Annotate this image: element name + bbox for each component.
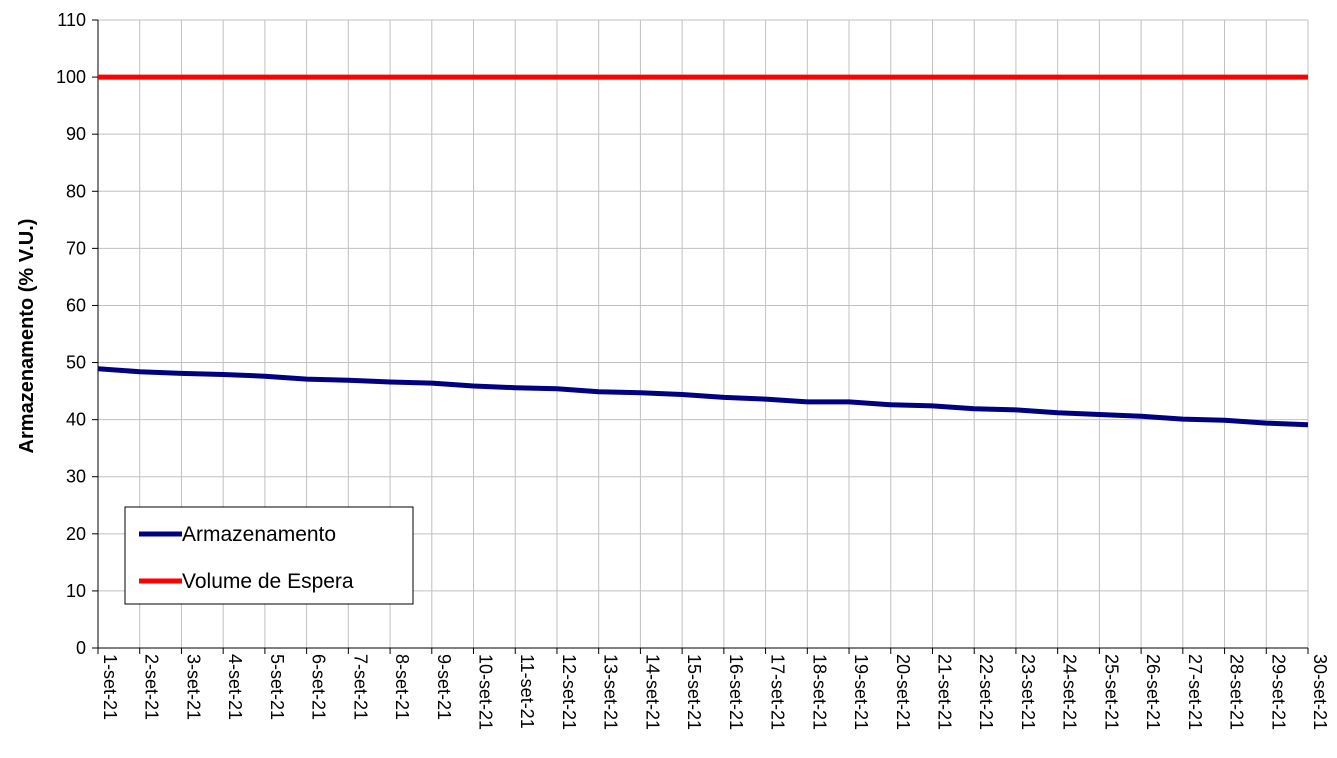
y-tick-label: 20: [66, 524, 86, 544]
legend-box: [124, 506, 414, 605]
x-tick-label: 20-set-21: [893, 654, 913, 730]
y-tick-label: 70: [66, 238, 86, 258]
legend-label-volume-de-espera: Volume de Espera: [182, 570, 354, 593]
x-tick-label: 10-set-21: [476, 654, 496, 730]
x-tick-label: 3-set-21: [183, 654, 203, 720]
x-tick-label: 1-set-21: [100, 654, 120, 720]
x-tick-label: 12-set-21: [559, 654, 579, 730]
series-lines: [97, 74, 1309, 428]
x-tick-label: 8-set-21: [392, 654, 412, 720]
x-tick-label: 11-set-21: [517, 654, 537, 729]
x-tick-label: 25-set-21: [1101, 654, 1121, 730]
x-tick-label: 7-set-21: [350, 654, 370, 720]
y-tick-label: 80: [66, 181, 86, 201]
x-tick-label: 23-set-21: [1018, 654, 1038, 730]
y-tick-label: 40: [66, 410, 86, 430]
series-line-armazenamento: [97, 366, 1309, 428]
x-tick-label: 13-set-21: [601, 654, 621, 730]
x-tick-label: 29-set-21: [1268, 654, 1288, 730]
y-tick-label: 90: [66, 124, 86, 144]
x-tick-label: 14-set-21: [642, 654, 662, 730]
x-tick-label: 9-set-21: [434, 654, 454, 720]
axes: [92, 19, 1309, 654]
x-tick-label: 16-set-21: [726, 654, 746, 730]
x-tick-label: 26-set-21: [1143, 654, 1163, 730]
y-tick-label: 0: [76, 638, 86, 658]
y-tick-label: 50: [66, 353, 86, 373]
x-tick-label: 15-set-21: [684, 654, 704, 730]
x-tick-labels: 1-set-21 2-set-21 3-set-21 4-set-21 5-set-21…: [100, 654, 1330, 730]
x-tick-label: 27-set-21: [1185, 654, 1205, 730]
x-tick-label: 18-set-21: [809, 654, 829, 730]
x-tick-label: 28-set-21: [1227, 654, 1247, 730]
y-axis-title: Armazenamento (% V.U.): [16, 219, 38, 454]
x-tick-label: 30-set-21: [1310, 654, 1330, 730]
legend: Armazenamento Volume de Espera: [124, 506, 414, 605]
y-tick-label: 60: [66, 295, 86, 315]
x-tick-label: 24-set-21: [1060, 654, 1080, 730]
y-tick-label: 110: [57, 10, 86, 30]
y-tick-label: 30: [66, 467, 86, 487]
y-tick-label: 10: [66, 581, 86, 601]
x-tick-label: 5-set-21: [267, 654, 287, 720]
x-tick-label: 2-set-21: [142, 654, 162, 720]
x-tick-label: 21-set-21: [934, 654, 954, 730]
x-tick-label: 19-set-21: [851, 654, 871, 730]
x-tick-label: 6-set-21: [309, 654, 329, 720]
x-tick-label: 22-set-21: [976, 654, 996, 730]
legend-label-armazenamento: Armazenamento: [182, 523, 336, 546]
x-tick-label: 17-set-21: [768, 654, 788, 730]
x-tick-label: 4-set-21: [225, 654, 245, 720]
y-tick-label: 100: [56, 67, 86, 87]
y-tick-labels: 0 10 20 30 40 50 60 70 80 90 100 110: [56, 10, 86, 658]
